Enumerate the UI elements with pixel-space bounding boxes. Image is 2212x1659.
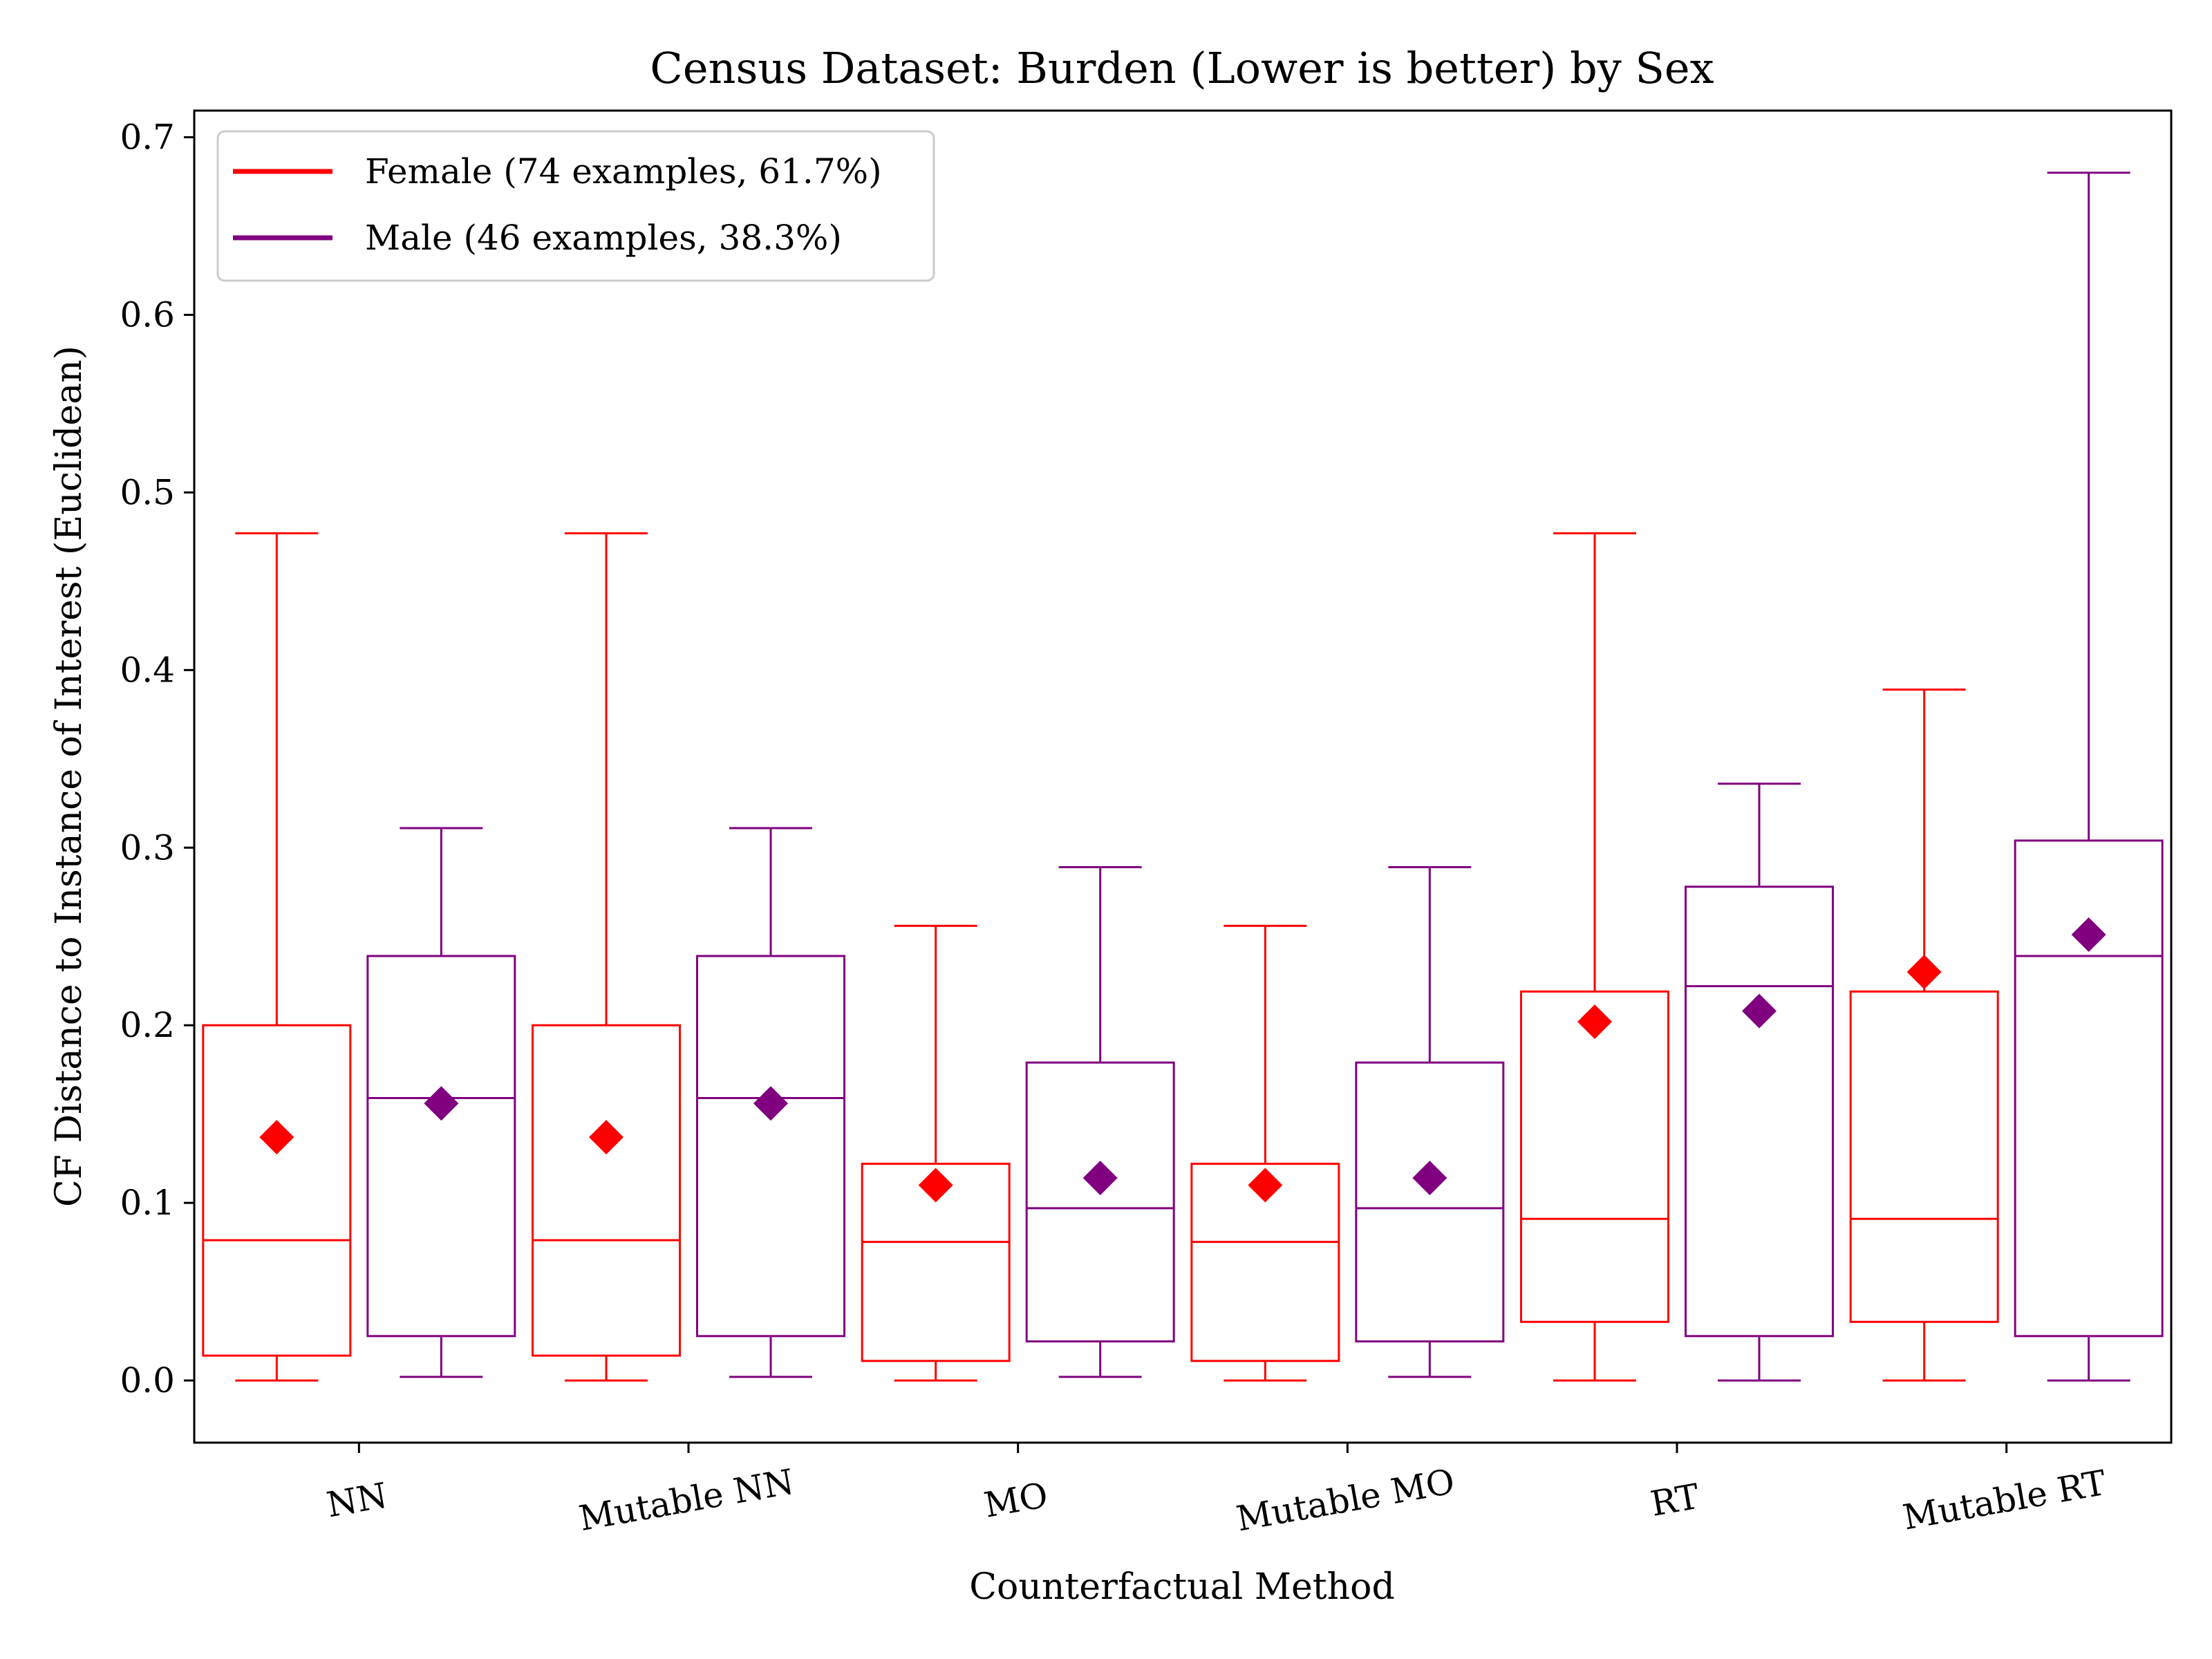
x-tick-label: RT (1647, 1477, 1702, 1524)
mean-marker-female (1248, 1168, 1283, 1203)
box-male (1025, 1061, 1175, 1343)
mean-marker-female (589, 1120, 624, 1155)
y-tick-label: 0.5 (120, 472, 175, 512)
x-axis-label: Counterfactual Method (969, 1566, 1395, 1608)
box-male (696, 955, 845, 1338)
mean-marker-male (1412, 1161, 1447, 1196)
legend-label-female: Female (74 examples, 61.7%) (365, 151, 882, 191)
y-tick-label: 0.0 (120, 1360, 175, 1400)
mean-marker-female (259, 1120, 294, 1155)
mean-marker-female (918, 1168, 953, 1203)
box-female (1190, 1163, 1340, 1362)
y-tick-label: 0.1 (120, 1183, 175, 1223)
y-tick-label: 0.2 (120, 1005, 175, 1045)
y-axis-label: CF Distance to Instance of Interest (Euc… (48, 346, 90, 1207)
box-female (532, 1024, 681, 1357)
box-female (202, 1024, 352, 1357)
box-group (202, 171, 2164, 1382)
y-axis: 0.0 0.1 0.2 0.3 0.4 0.5 0.6 0.7 (120, 118, 194, 1400)
box-male (1355, 1061, 1505, 1343)
mean-marker-male (2071, 917, 2106, 953)
mean-marker-female (1906, 955, 1942, 990)
chart-title: Census Dataset: Burden (Lower is better)… (650, 43, 1714, 93)
y-tick-label: 0.7 (120, 118, 175, 158)
legend-frame (216, 130, 935, 282)
plot-area-frame (193, 109, 2173, 1444)
mean-marker-female (1577, 1004, 1612, 1040)
mean-marker-male (753, 1086, 788, 1121)
box-male (1685, 885, 1834, 1338)
box-male (366, 955, 516, 1338)
box-female (1849, 990, 1999, 1323)
legend-label-male: Male (46 examples, 38.3%) (365, 218, 842, 258)
box-female (1520, 990, 1669, 1323)
mean-marker-male (424, 1086, 459, 1121)
legend: Female (74 examples, 61.7%) Male (46 exa… (216, 130, 935, 282)
mean-marker-male (1082, 1161, 1118, 1196)
y-tick-label: 0.3 (120, 827, 175, 868)
y-tick-label: 0.4 (120, 650, 175, 690)
mean-marker-male (1742, 993, 1777, 1029)
box-female (861, 1163, 1011, 1362)
y-tick-label: 0.6 (120, 294, 175, 335)
box-male (2014, 839, 2164, 1338)
